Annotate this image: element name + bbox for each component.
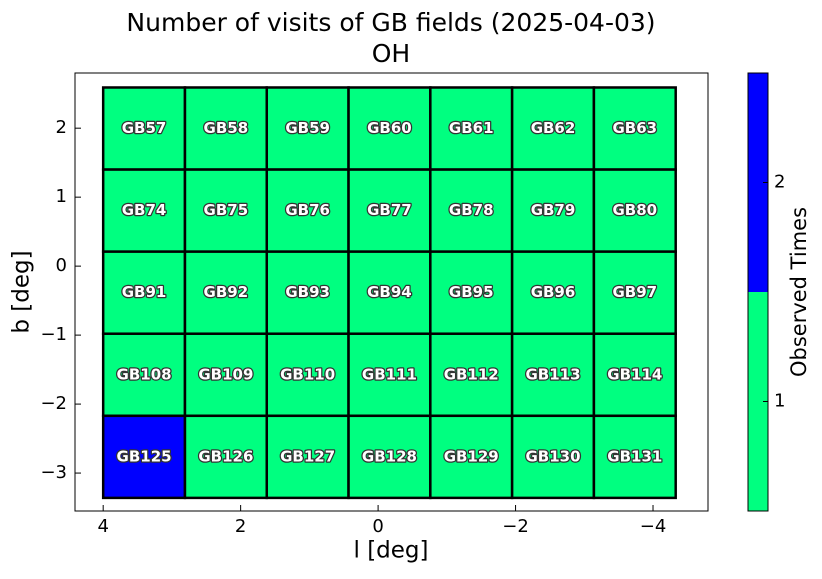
field-label: GB96 bbox=[531, 283, 576, 301]
field-label: GB94 bbox=[367, 283, 412, 301]
field-label: GB125 bbox=[117, 447, 172, 465]
field-label: GB61 bbox=[449, 119, 494, 137]
field-label: GB114 bbox=[607, 365, 662, 383]
field-cell bbox=[101, 414, 187, 500]
field-cell bbox=[510, 332, 596, 418]
y-axis-label: b [deg] bbox=[9, 250, 35, 333]
x-tick-label: −4 bbox=[640, 516, 667, 537]
field-label: GB95 bbox=[449, 283, 494, 301]
field-cell bbox=[265, 168, 350, 253]
field-label: GB59 bbox=[285, 119, 330, 137]
y-tick-label: 1 bbox=[56, 186, 67, 207]
x-tick-label: 2 bbox=[235, 516, 246, 537]
field-cell bbox=[265, 250, 350, 335]
colorbar-frame bbox=[747, 72, 769, 512]
field-label: GB131 bbox=[607, 447, 662, 465]
field-label: GB92 bbox=[204, 283, 249, 301]
field-label: GB130 bbox=[525, 447, 580, 465]
field-label: GB111 bbox=[362, 365, 417, 383]
field-cell bbox=[592, 414, 677, 500]
y-tick-label: −3 bbox=[40, 462, 67, 483]
field-cell bbox=[183, 250, 269, 335]
field-cell bbox=[592, 168, 677, 253]
field-label: GB129 bbox=[444, 447, 499, 465]
field-label: GB113 bbox=[525, 365, 580, 383]
colorbar-tick-label: 2 bbox=[774, 172, 785, 193]
field-label: GB110 bbox=[280, 365, 335, 383]
field-label: GB93 bbox=[285, 283, 330, 301]
field-cell bbox=[592, 250, 677, 335]
field-label: GB79 bbox=[531, 201, 576, 219]
field-cell bbox=[183, 332, 269, 418]
field-label: GB126 bbox=[198, 447, 253, 465]
field-label: GB62 bbox=[531, 119, 576, 137]
field-cell bbox=[101, 168, 187, 253]
field-cell bbox=[101, 332, 187, 418]
field-cell bbox=[510, 414, 596, 500]
y-tick-label: 2 bbox=[56, 117, 67, 138]
field-cell bbox=[429, 250, 514, 335]
field-label: GB76 bbox=[285, 201, 330, 219]
field-cell bbox=[265, 414, 350, 500]
colorbar-tick-label: 1 bbox=[774, 391, 785, 412]
chart-subtitle: OH bbox=[372, 39, 410, 68]
field-label: GB109 bbox=[198, 365, 253, 383]
y-tick-label: −2 bbox=[40, 393, 67, 414]
x-tick-label: −2 bbox=[502, 516, 529, 537]
field-label: GB74 bbox=[122, 201, 167, 219]
field-label: GB97 bbox=[612, 283, 657, 301]
chart-title: Number of visits of GB fields (2025-04-0… bbox=[126, 8, 655, 37]
field-label: GB57 bbox=[122, 119, 167, 137]
x-axis-label: l [deg] bbox=[354, 538, 429, 564]
y-tick-label: −1 bbox=[40, 324, 67, 345]
field-label: GB127 bbox=[280, 447, 335, 465]
colorbar-segment bbox=[748, 73, 768, 292]
field-label: GB108 bbox=[117, 365, 172, 383]
field-label: GB60 bbox=[367, 119, 412, 137]
field-label: GB112 bbox=[444, 365, 499, 383]
colorbar-label: Observed Times bbox=[787, 207, 811, 377]
field-label: GB128 bbox=[362, 447, 417, 465]
field-label: GB75 bbox=[204, 201, 249, 219]
field-label: GB77 bbox=[367, 201, 412, 219]
field-cell bbox=[429, 168, 514, 253]
field-label: GB58 bbox=[204, 119, 249, 137]
plot-frame bbox=[74, 72, 709, 512]
field-label: GB78 bbox=[449, 201, 494, 219]
field-cell bbox=[510, 250, 596, 335]
field-cell bbox=[510, 86, 596, 171]
field-label: GB63 bbox=[612, 119, 657, 137]
field-label: GB91 bbox=[122, 283, 167, 301]
field-label: GB80 bbox=[612, 201, 657, 219]
x-tick-label: 4 bbox=[97, 516, 108, 537]
field-cell bbox=[183, 86, 269, 171]
y-tick-label: 0 bbox=[56, 255, 67, 276]
x-tick-label: 0 bbox=[372, 516, 383, 537]
colorbar-segment bbox=[748, 292, 768, 511]
field-cell bbox=[101, 86, 187, 171]
